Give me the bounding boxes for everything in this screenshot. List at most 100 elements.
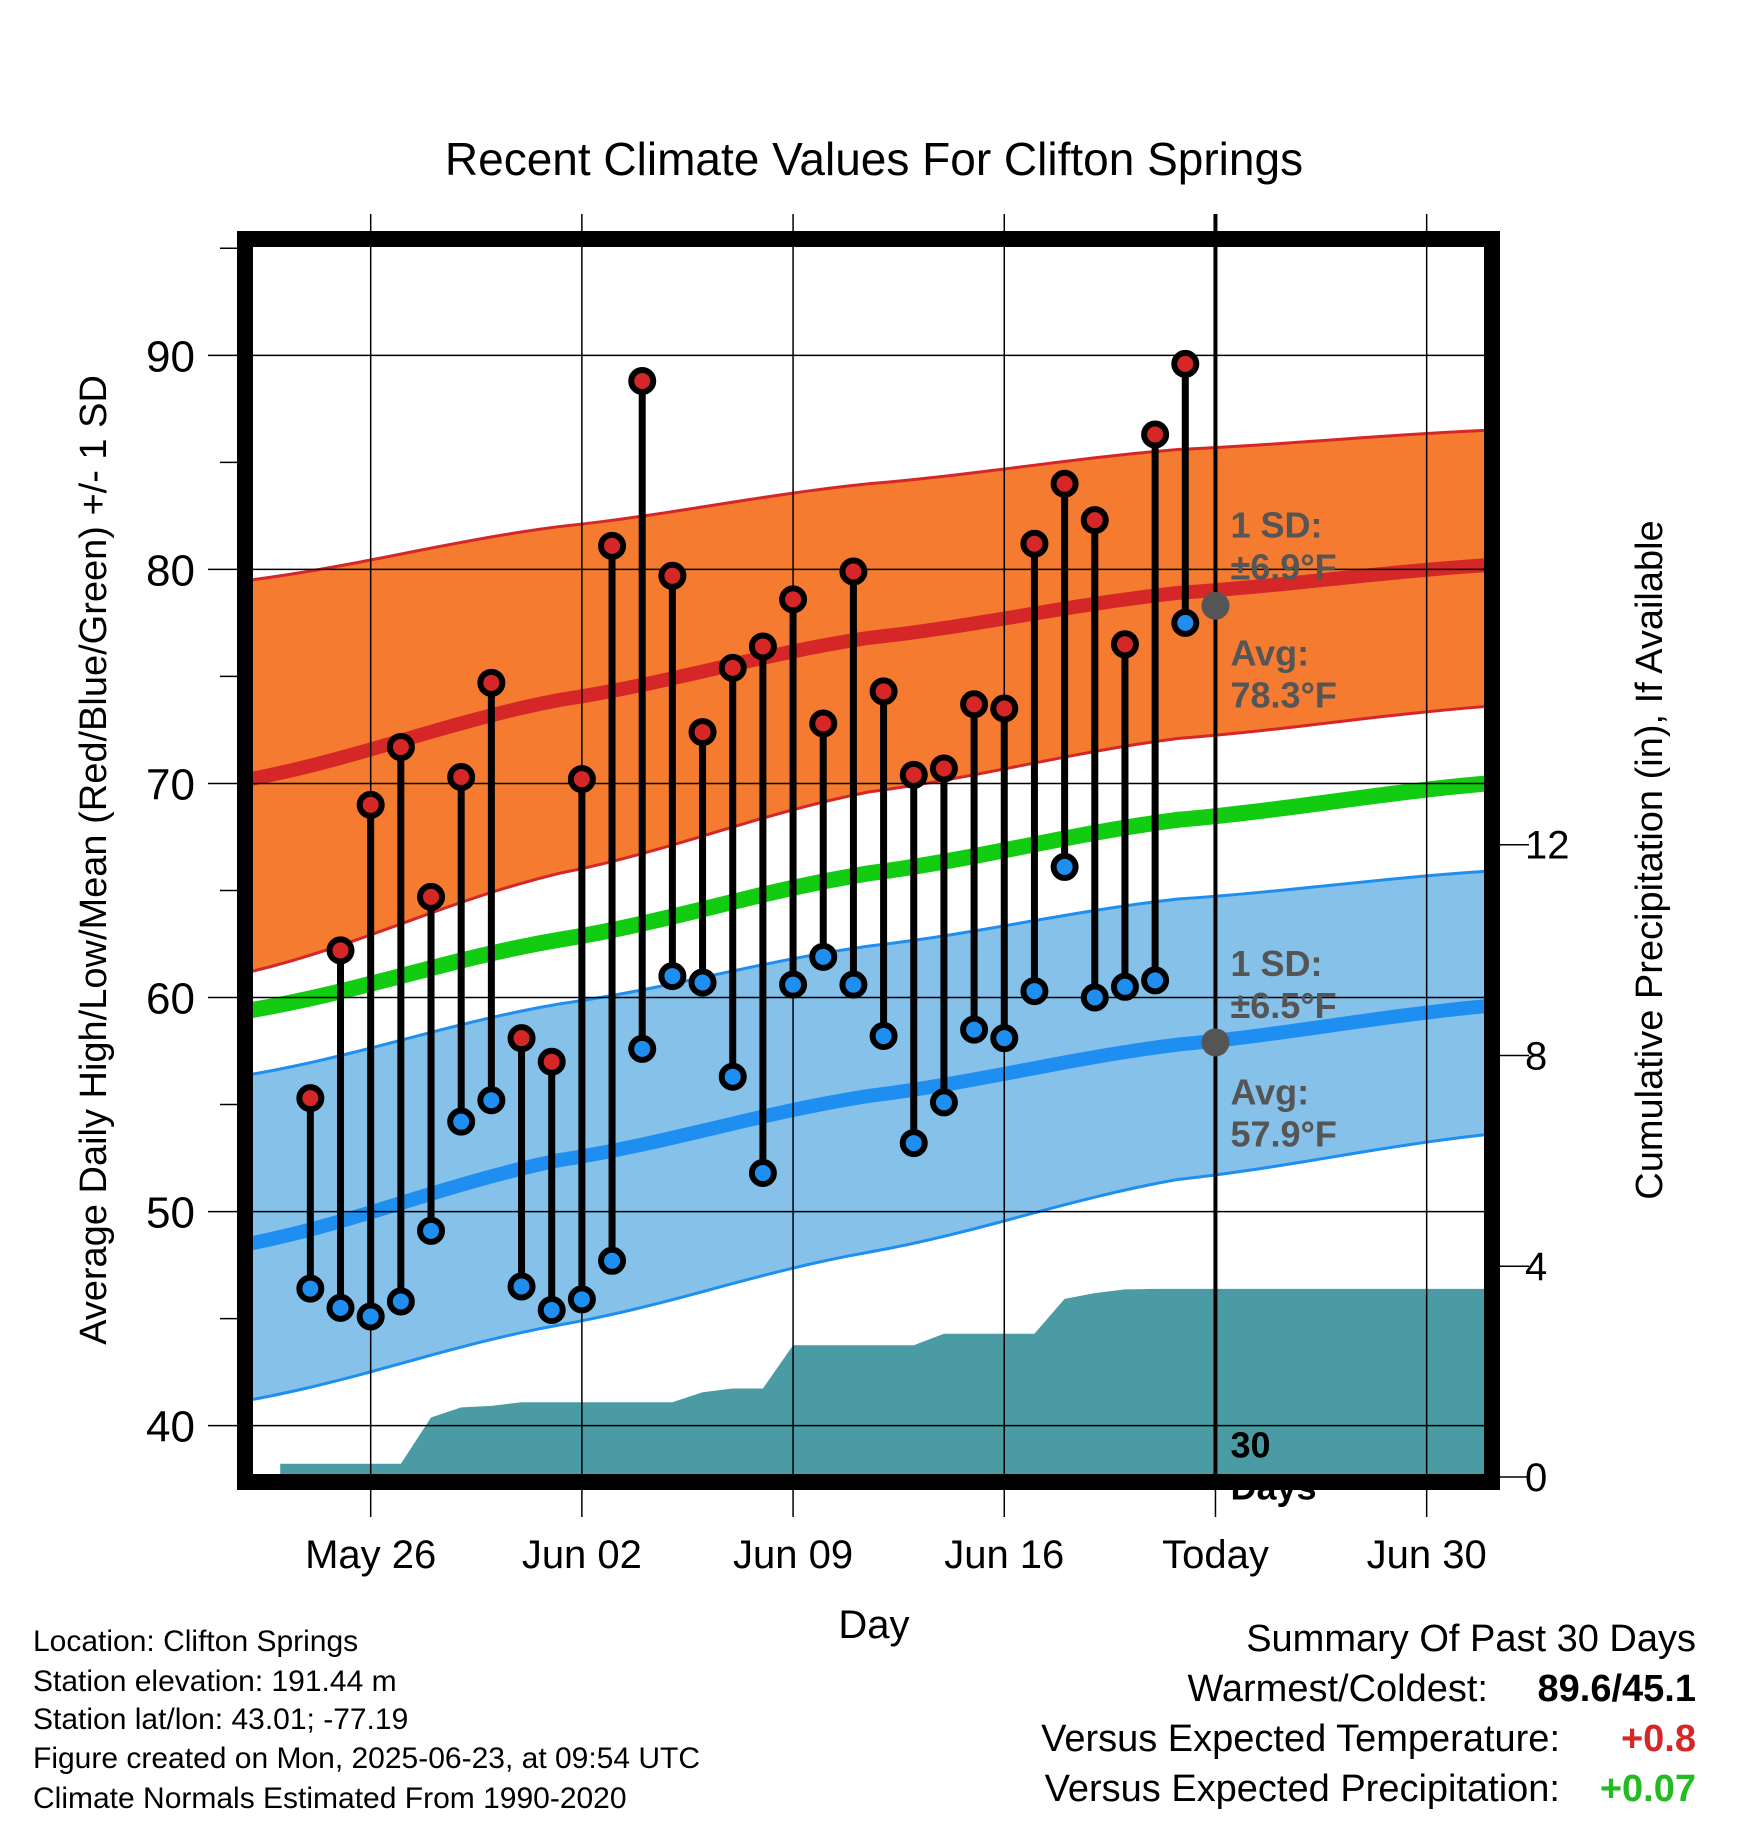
low-point-2025-06-02	[567, 1285, 596, 1314]
y2-tick-label-12: 12	[1525, 824, 1570, 868]
low-point-2025-06-09	[779, 970, 808, 999]
high-point-2025-05-28	[417, 882, 446, 911]
avg-marker-1	[1201, 591, 1230, 620]
low-point-2025-06-15	[960, 1015, 989, 1044]
high-point-2025-06-19	[1080, 506, 1109, 535]
low-point-2025-06-07	[718, 1062, 747, 1091]
x-tick-label-2025-05-26: May 26	[305, 1533, 436, 1577]
high-point-2025-05-30	[477, 668, 506, 697]
high-normal-line	[248, 558, 1488, 787]
high-point-2025-06-02	[567, 765, 596, 794]
high-point-2025-06-10	[809, 709, 838, 738]
high-point-2025-05-26	[356, 790, 385, 819]
y2-tick-label-4: 4	[1525, 1245, 1547, 1289]
x-tick-label-2025-06-30: Jun 30	[1367, 1533, 1487, 1577]
high-point-2025-06-06	[688, 718, 717, 747]
low-point-2025-06-04	[628, 1034, 657, 1063]
low-point-2025-06-13	[899, 1129, 928, 1158]
high-point-2025-05-29	[447, 763, 476, 792]
high-point-2025-05-25	[326, 936, 355, 965]
low-point-2025-06-20	[1110, 972, 1139, 1001]
low-point-2025-05-24	[296, 1274, 325, 1303]
warm-cold-value: 89.6/45.1	[1537, 1668, 1696, 1710]
high-point-2025-06-20	[1110, 630, 1139, 659]
y-tick-label-40: 40	[146, 1403, 195, 1452]
y2-tick-label-0: 0	[1525, 1456, 1547, 1500]
location-text: Location: Clifton Springs	[33, 1625, 359, 1658]
annotation-3-line-0: Avg:	[1230, 1072, 1309, 1113]
annotation-3-line-1: 57.9°F	[1230, 1114, 1336, 1155]
high-point-2025-05-24	[296, 1084, 325, 1113]
low-point-2025-06-10	[809, 942, 838, 971]
plot-frame	[237, 231, 1500, 1490]
x-tick-label-2025-06-16: Jun 16	[944, 1533, 1064, 1577]
y-tick-label-80: 80	[146, 546, 195, 595]
high-point-2025-06-11	[839, 557, 868, 586]
high-point-2025-06-22	[1171, 349, 1200, 378]
low-point-2025-06-08	[748, 1159, 777, 1188]
warm-cold-label: Warmest/Coldest:	[1187, 1668, 1488, 1710]
high-point-2025-06-09	[779, 585, 808, 614]
y-tick-label-70: 70	[146, 760, 195, 809]
y-tick-label-50: 50	[146, 1189, 195, 1238]
low-point-2025-05-30	[477, 1086, 506, 1115]
low-point-2025-06-21	[1141, 966, 1170, 995]
high-point-2025-06-12	[869, 677, 898, 706]
created-text: Figure created on Mon, 2025-06-23, at 09…	[33, 1742, 701, 1775]
low-point-2025-06-17	[1020, 977, 1049, 1006]
low-point-2025-05-25	[326, 1293, 355, 1322]
x-axis-label: Day	[838, 1603, 909, 1647]
annotation-0-line-0: 1 SD:	[1230, 504, 1322, 545]
annotation-1: Avg: 78.3°F	[1230, 633, 1336, 716]
low-sd-upper-line	[249, 869, 1488, 1077]
low-point-2025-06-18	[1050, 852, 1079, 881]
normals-text: Climate Normals Estimated From 1990-2020	[33, 1782, 627, 1815]
low-point-2025-06-12	[869, 1022, 898, 1051]
low-sd-lower-line	[249, 1133, 1488, 1402]
low-point-2025-06-19	[1080, 983, 1109, 1012]
y-axis-label: Average Daily High/Low/Mean (Red/Blue/Gr…	[73, 375, 115, 1345]
low-point-2025-06-03	[598, 1246, 627, 1275]
low-point-2025-05-31	[507, 1272, 536, 1301]
latlon-text: Station lat/lon: 43.01; -77.19	[33, 1703, 409, 1736]
precip-value: +0.07	[1599, 1768, 1696, 1810]
low-point-2025-06-11	[839, 970, 868, 999]
high-point-2025-05-27	[386, 733, 415, 762]
annotation-1-line-1: 78.3°F	[1230, 675, 1336, 716]
high-point-2025-06-18	[1050, 469, 1079, 498]
low-point-2025-05-28	[417, 1216, 446, 1245]
high-point-2025-06-15	[960, 690, 989, 719]
high-sd-lower-line	[249, 704, 1488, 974]
low-point-2025-06-16	[990, 1024, 1019, 1053]
annotation-2-line-0: 1 SD:	[1230, 943, 1322, 984]
high-point-2025-06-21	[1141, 420, 1170, 449]
high-point-2025-06-05	[658, 561, 687, 590]
x-tick-label-2025-06-02: Jun 02	[522, 1533, 642, 1577]
y2-axis-label: Cumulative Precipitation (in), If Availa…	[1629, 520, 1671, 1199]
high-point-2025-06-07	[718, 653, 747, 682]
x-tick-label-2025-06-23: Today	[1162, 1533, 1269, 1577]
high-point-2025-05-31	[507, 1024, 536, 1053]
annotation-2-line-1: ±6.5°F	[1230, 985, 1336, 1026]
annotation-0: 1 SD: ±6.9°F	[1230, 504, 1336, 587]
low-normal-line	[248, 999, 1488, 1251]
annotation-3: Avg: 57.9°F	[1230, 1072, 1336, 1155]
annotation-1-line-0: Avg:	[1230, 633, 1309, 674]
high-point-2025-06-13	[899, 760, 928, 789]
chart-title: Recent Climate Values For Clifton Spring…	[445, 133, 1303, 185]
high-point-2025-06-16	[990, 694, 1019, 723]
high-point-2025-06-03	[598, 531, 627, 560]
low-point-2025-06-01	[537, 1296, 566, 1325]
y-tick-label-60: 60	[146, 975, 195, 1024]
y2-tick-label-8: 8	[1525, 1034, 1547, 1078]
low-point-2025-05-29	[447, 1107, 476, 1136]
temp-label: Versus Expected Temperature:	[1041, 1718, 1560, 1760]
high-sd-upper-line	[249, 428, 1488, 582]
low-point-2025-06-14	[929, 1088, 958, 1117]
precip-label: Versus Expected Precipitation:	[1044, 1768, 1560, 1810]
x-tick-label-2025-06-09: Jun 09	[733, 1533, 853, 1577]
low-point-2025-05-27	[386, 1287, 415, 1316]
low-sd-band	[250, 871, 1487, 1400]
high-point-2025-06-04	[628, 367, 657, 395]
